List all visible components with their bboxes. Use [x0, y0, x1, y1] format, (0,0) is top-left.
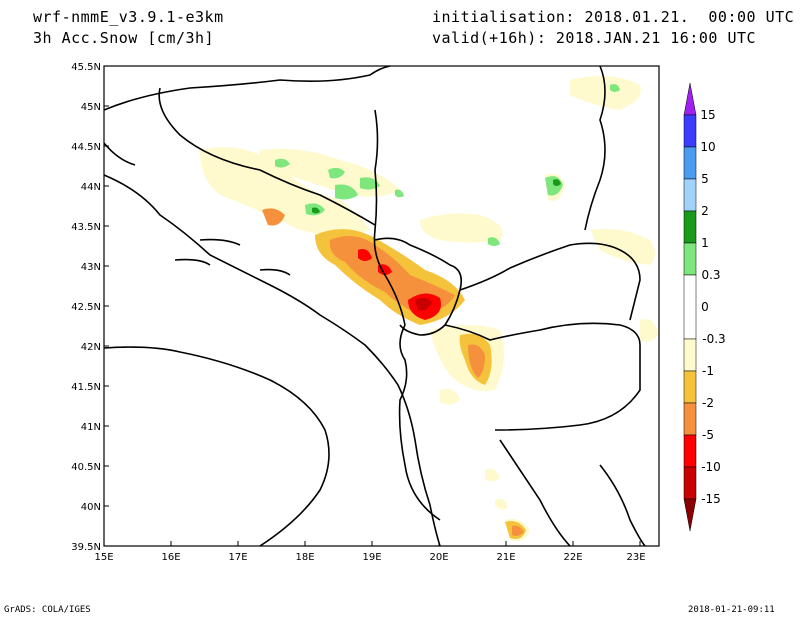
colorbar-label: -10 [701, 460, 721, 474]
lon-axis: 15E 16E 17E 18E 19E 20E 21E 22E 23E [94, 552, 645, 563]
colorbar-label: 1 [701, 236, 709, 250]
lat-label: 45N [81, 102, 101, 113]
colorbar-swatch [683, 178, 697, 212]
colorbar-labels: 15 10 5 2 1 0.3 0 -0.3 -1 -2 -5 -10 -15 [700, 108, 725, 506]
map-frame [103, 65, 660, 547]
colorbar-top-arrow [683, 82, 697, 116]
lon-label: 19E [362, 552, 381, 563]
map-background [104, 66, 659, 546]
colorbar-swatch [683, 274, 697, 340]
colorbar-label: 0 [701, 300, 709, 314]
colorbar-swatch [683, 242, 697, 276]
snow-field [200, 76, 658, 542]
color-bar [683, 82, 697, 532]
lat-label: 42.5N [71, 302, 101, 313]
lon-label: 16E [161, 552, 180, 563]
lat-label: 43.5N [71, 222, 101, 233]
colorbar-label: 10 [700, 140, 715, 154]
lon-label: 22E [563, 552, 582, 563]
lat-label: 41.5N [71, 382, 101, 393]
colorbar-label: -0.3 [702, 332, 725, 346]
colorbar-swatch [683, 146, 697, 180]
lat-label: 40N [81, 502, 101, 513]
lat-label: 44.5N [71, 142, 101, 153]
colorbar-label: -2 [702, 396, 714, 410]
model-title: wrf-nmmE_v3.9.1-e3km [33, 8, 224, 26]
lon-label: 15E [94, 552, 113, 563]
grid-ticks [103, 65, 641, 547]
colorbar-swatch [683, 338, 697, 372]
colorbar-swatch [683, 466, 697, 500]
lat-label: 39.5N [71, 542, 101, 553]
colorbar-swatch [683, 370, 697, 404]
lon-label: 21E [496, 552, 515, 563]
colorbar-swatch [683, 402, 697, 436]
footer-timestamp: 2018-01-21-09:11 [688, 605, 775, 615]
country-borders [103, 65, 646, 547]
colorbar-label: 0.3 [701, 268, 720, 282]
colorbar-bottom-arrow [683, 498, 697, 532]
lat-label: 41N [81, 422, 101, 433]
colorbar-label: -15 [701, 492, 721, 506]
colorbar-label: 15 [700, 108, 715, 122]
lon-label: 17E [228, 552, 247, 563]
lon-label: 20E [429, 552, 448, 563]
colorbar-swatch [683, 114, 697, 148]
lat-label: 43N [81, 262, 101, 273]
lat-label: 45.5N [71, 62, 101, 73]
lon-label: 23E [626, 552, 645, 563]
colorbar-swatch [683, 210, 697, 244]
lat-label: 42N [81, 342, 101, 353]
lat-axis: 45.5N 45N 44.5N 44N 43.5N 43N 42.5N 42N … [71, 62, 101, 553]
valid-time: valid(+16h): 2018.JAN.21 16:00 UTC [432, 29, 757, 47]
colorbar-label: 5 [701, 172, 709, 186]
colorbar-label: 2 [701, 204, 709, 218]
footer-credit: GrADS: COLA/IGES [4, 605, 91, 615]
colorbar-label: -5 [702, 428, 714, 442]
field-title: 3h Acc.Snow [cm/3h] [33, 29, 215, 47]
colorbar-label: -1 [702, 364, 714, 378]
lon-label: 18E [295, 552, 314, 563]
lat-label: 40.5N [71, 462, 101, 473]
initialisation-time: initialisation: 2018.01.21. 00:00 UTC [432, 8, 795, 26]
lat-label: 44N [81, 182, 101, 193]
colorbar-swatch [683, 434, 697, 468]
